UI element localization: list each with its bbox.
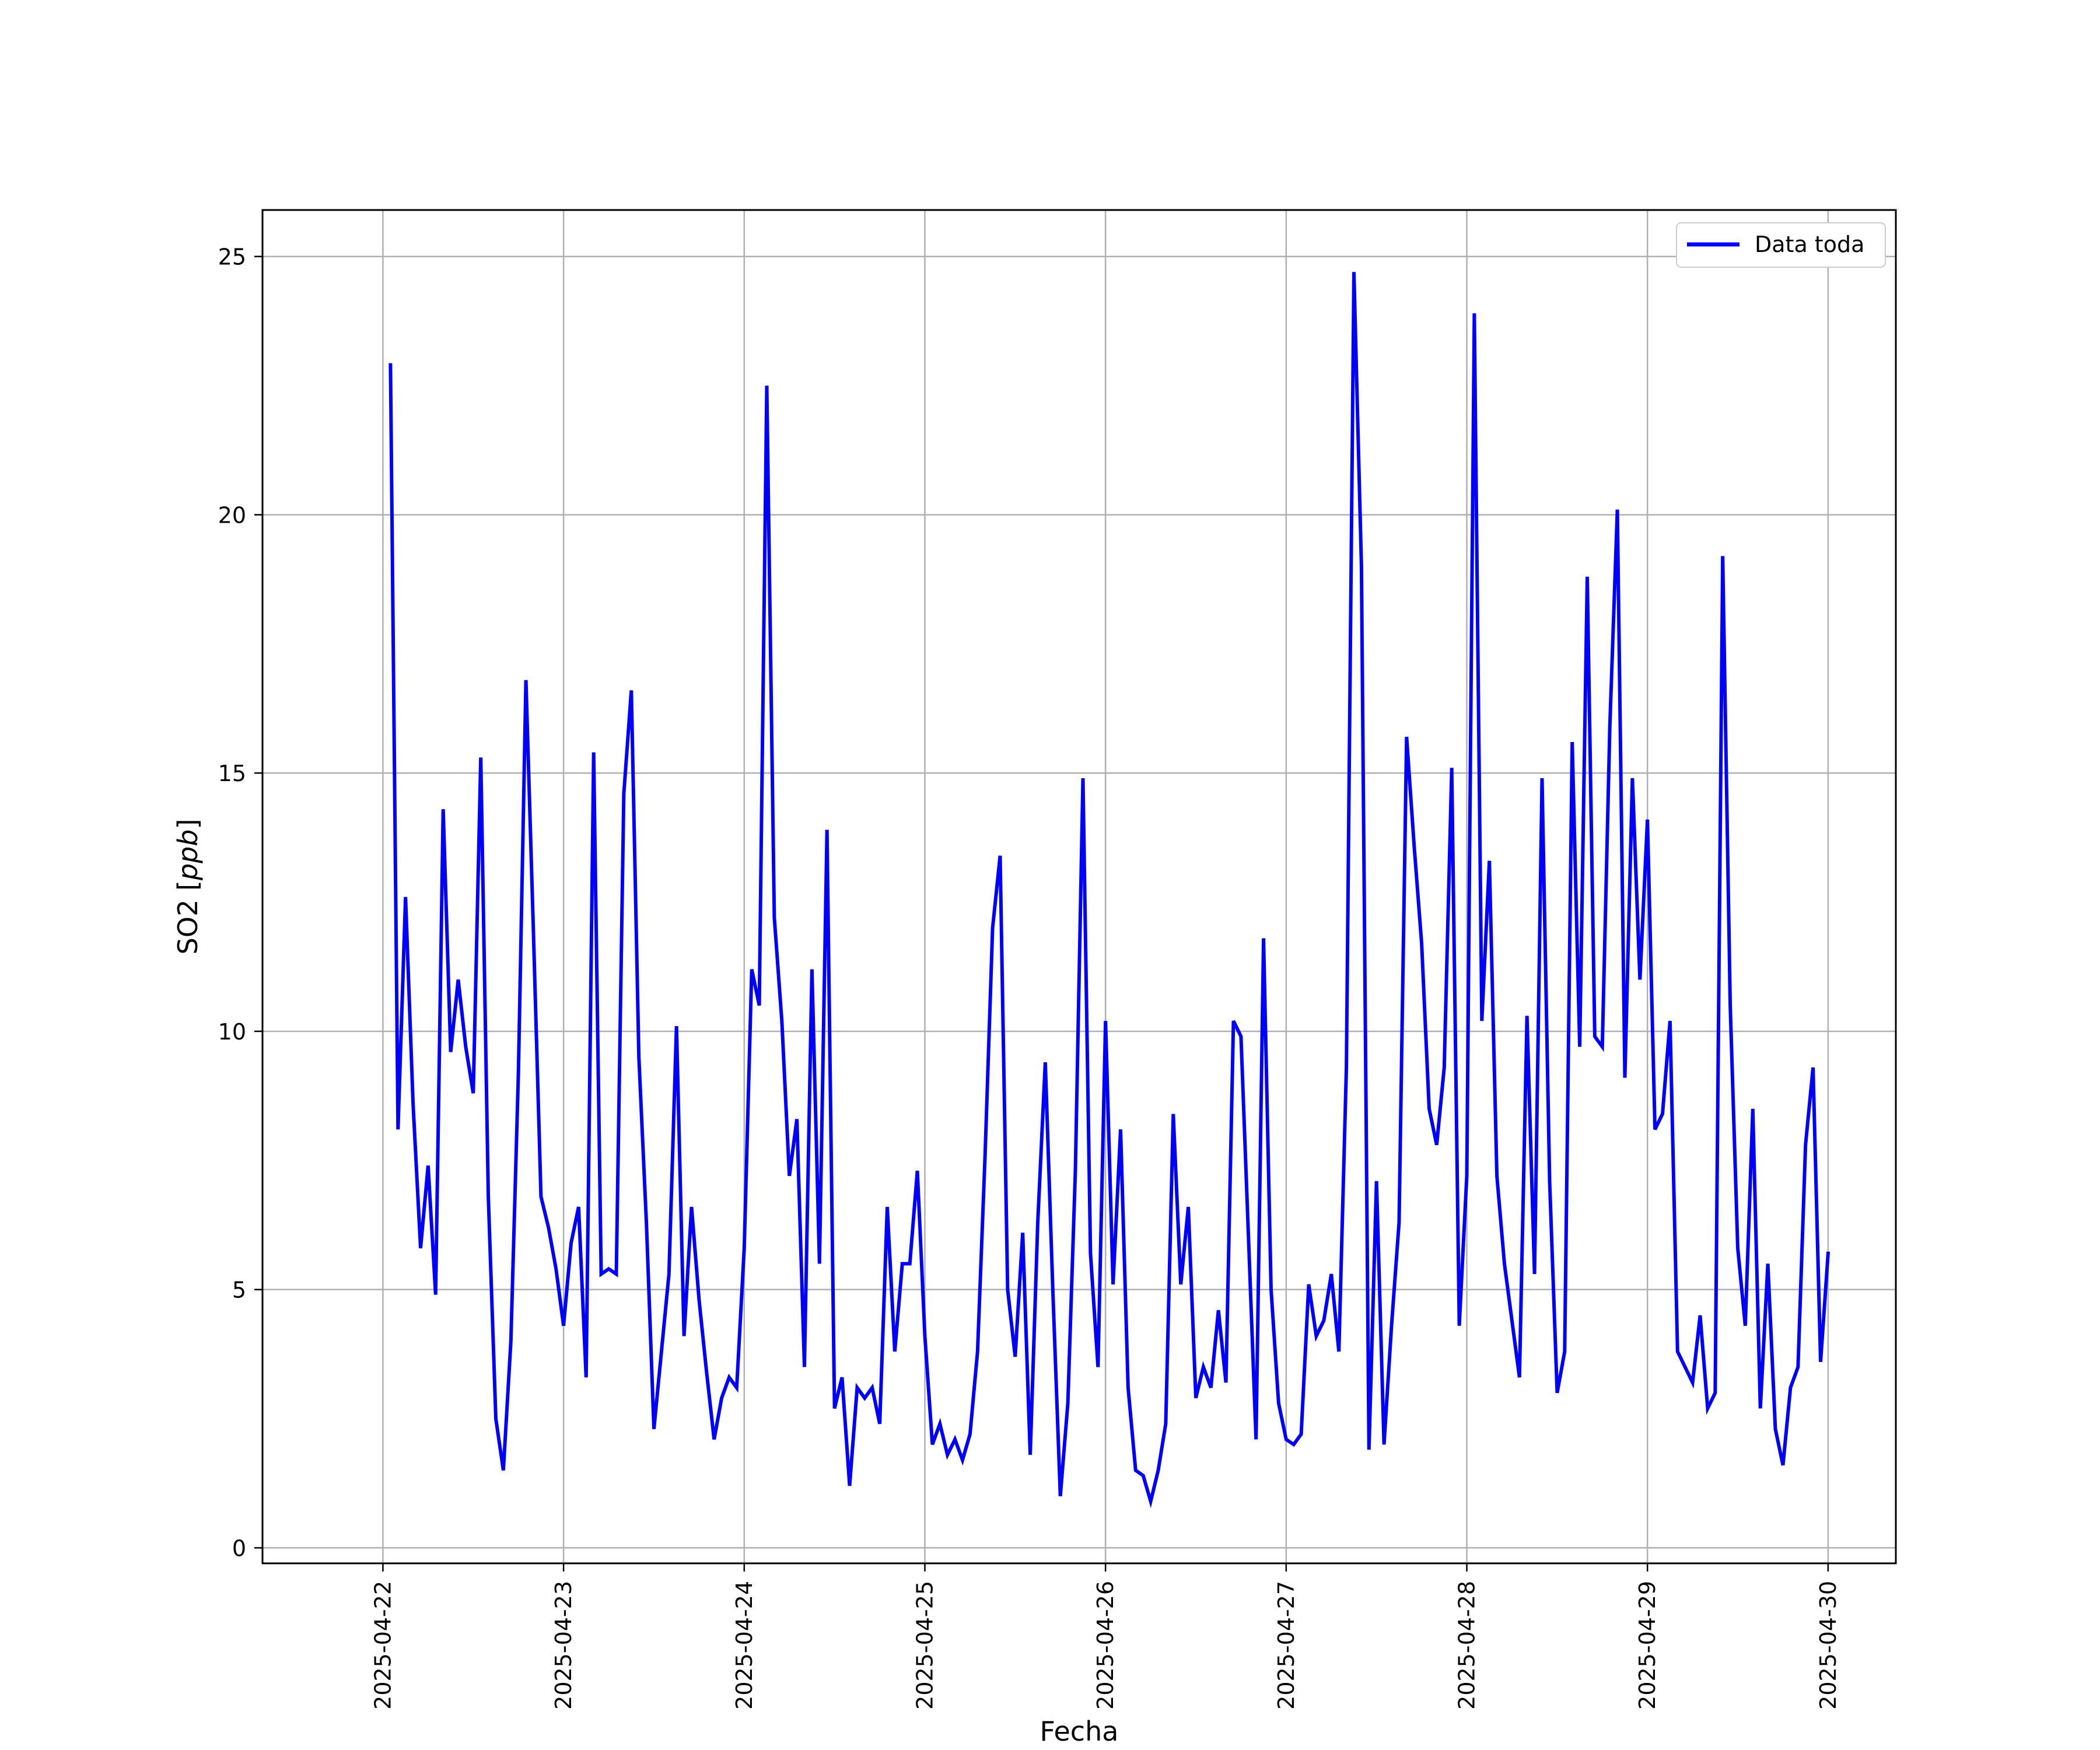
x-tick-label: 2025-04-25 [912, 1581, 937, 1710]
x-tick-label: 2025-04-24 [732, 1581, 757, 1710]
x-tick-label: 2025-04-27 [1273, 1581, 1299, 1710]
x-tick-label: 2025-04-26 [1093, 1581, 1118, 1710]
plot-frame [261, 209, 1897, 1564]
series-line-0 [388, 272, 1831, 1508]
y-axis-title-close: ] [172, 819, 204, 830]
x-tick-label: 2025-04-29 [1634, 1581, 1660, 1710]
y-axis: 0 5 10 15 20 25 [218, 244, 262, 1561]
x-tick-label: 2025-04-22 [370, 1581, 396, 1710]
legend-box [1676, 222, 1886, 268]
y-axis-title-unit: ppb [172, 830, 204, 881]
y-tick-label: 15 [218, 761, 246, 786]
y-axis-title-plain: SO2 [ [172, 880, 204, 954]
x-axis: 2025-04-22 2025-04-23 2025-04-24 2025-04-25… [370, 1563, 1841, 1710]
series-layer [388, 272, 1831, 1508]
x-tick-label: 2025-04-30 [1815, 1581, 1841, 1710]
y-tick-label: 5 [232, 1278, 246, 1303]
legend: Data toda [1676, 222, 1886, 268]
y-axis-title: SO2 [ppb] [172, 819, 204, 955]
x-tick-label: 2025-04-28 [1454, 1581, 1480, 1710]
x-axis-title: Fecha [1040, 1716, 1119, 1747]
y-tick-label: 0 [232, 1535, 246, 1561]
y-tick-label: 20 [218, 502, 246, 528]
legend-label: Data toda [1755, 232, 1864, 257]
x-tick-label: 2025-04-23 [551, 1581, 576, 1710]
y-tick-label: 25 [218, 244, 246, 270]
y-tick-label: 10 [218, 1019, 246, 1045]
